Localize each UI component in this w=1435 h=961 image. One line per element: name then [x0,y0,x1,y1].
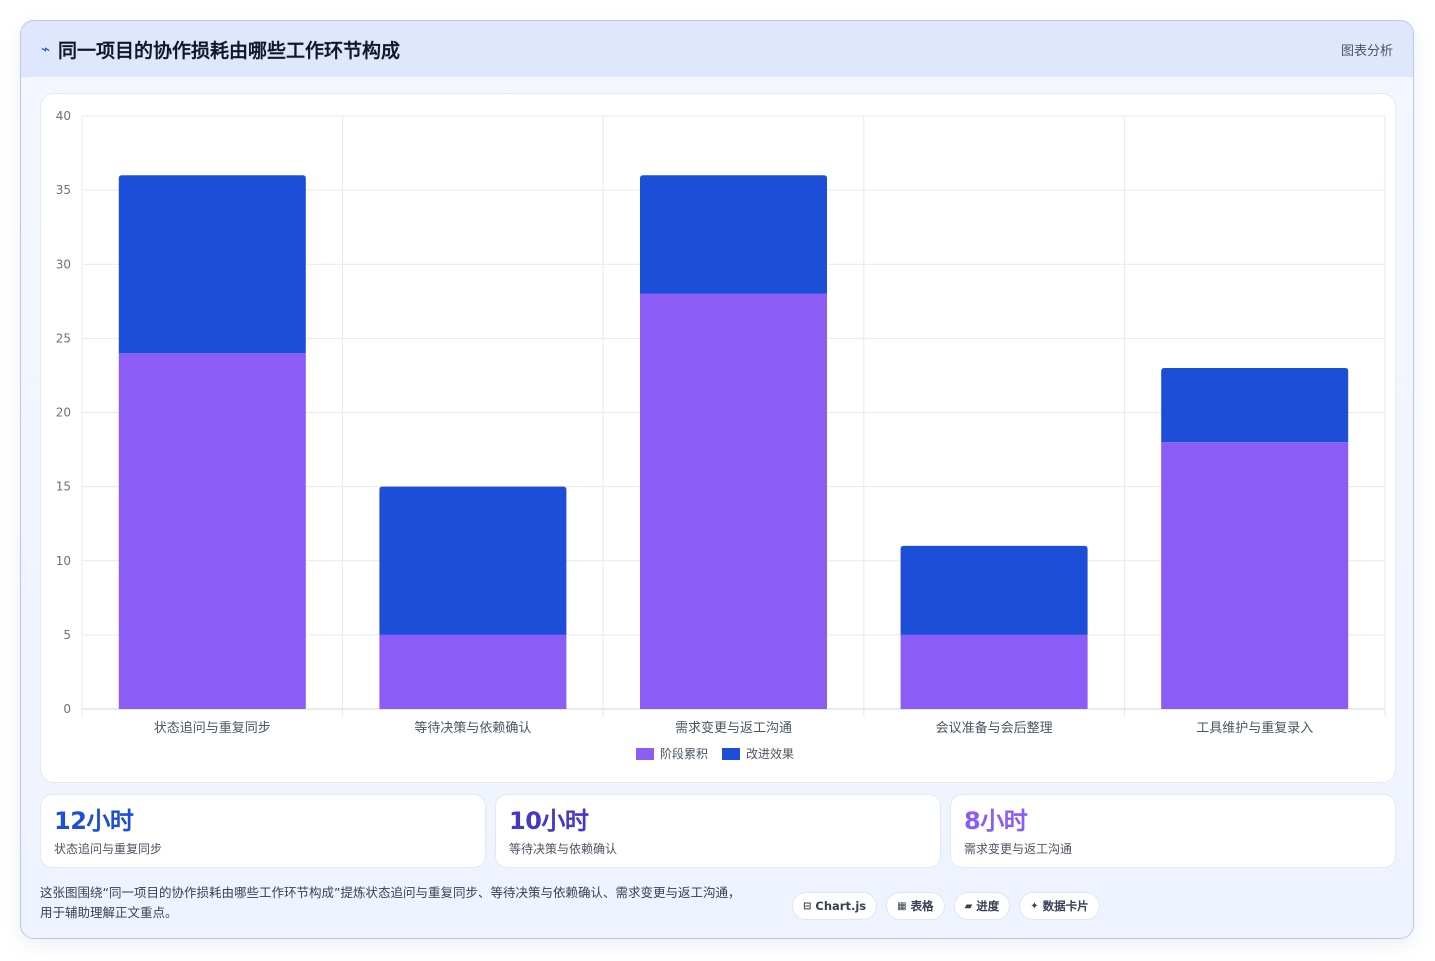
x-tick-label: 工具维护与重复录入 [1196,720,1313,736]
stat-value: 12小时 [54,807,134,835]
y-tick-label: 40 [56,109,71,123]
y-tick-label: 10 [56,554,71,568]
bar-segment [379,634,567,709]
stat-card: 10小时 等待决策与依赖确认 [495,794,941,868]
y-tick-label: 35 [56,183,71,197]
y-tick-label: 25 [56,331,71,345]
y-tick-label: 5 [63,628,71,642]
badge-chartjs[interactable]: ⊟ Chart.js [792,892,878,920]
badge-data-card[interactable]: ✦ 数据卡片 [1019,892,1100,920]
legend-swatch [722,748,740,760]
stat-label: 需求变更与返工沟通 [964,842,1073,856]
x-tick-label: 需求变更与返工沟通 [675,720,792,736]
badge-table[interactable]: ▦ 表格 [886,892,945,920]
stat-label: 状态追问与重复同步 [54,842,163,856]
footer: 这张图围绕“同一项目的协作损耗由哪些工作环节构成”提炼状态追问与重复同步、等待决… [40,881,1396,925]
sparkle-icon: ✦ [1030,900,1039,912]
y-tick-label: 15 [56,480,71,494]
legend-label: 改进效果 [746,746,794,761]
card-header: ⌁ 同一项目的协作损耗由哪些工作环节构成 图表分析 [21,21,1413,77]
bar-segment [640,175,827,294]
stat-card: 12小时 状态追问与重复同步 [40,794,486,868]
x-tick-label: 会议准备与会后整理 [936,720,1053,736]
badge-label: 表格 [910,899,934,913]
tag-badges: ⊟ Chart.js ▦ 表格 ▰ 进度 ✦ 数据卡片 [792,892,1100,920]
page-title: 同一项目的协作损耗由哪些工作环节构成 [58,39,401,62]
badge-label: 进度 [976,899,1000,913]
chart-description: 这张图围绕“同一项目的协作损耗由哪些工作环节构成”提炼状态追问与重复同步、等待决… [40,883,780,923]
stacked-bar-chart: 0 5 10 15 20 25 30 35 40 状态追问与重复同步 等待决策与依赖确认 需求变更与返… [56,109,1386,761]
badge-label: Chart.js [815,899,867,913]
bar-segment [118,175,306,354]
chart-card: ⌁ 同一项目的协作损耗由哪些工作环节构成 图表分析 0 5 10 15 20 25 30 35… [20,20,1414,939]
bar-segment [900,545,1088,635]
chart-panel: 0 5 10 15 20 25 30 35 40 状态追问与重复同步 等待决策与依赖确认 需求变更与返… [40,93,1396,783]
table-icon: ▦ [897,900,907,912]
stat-value: 8小时 [964,807,1028,835]
badge-label: 数据卡片 [1042,899,1089,913]
bar-segment [640,293,827,709]
legend-label: 阶段累积 [660,746,708,761]
badge-progress[interactable]: ▰ 进度 [953,892,1011,920]
x-tick-label: 状态追问与重复同步 [154,720,271,736]
x-tick-label: 等待决策与依赖确认 [414,720,531,736]
stat-label: 等待决策与依赖确认 [509,842,618,856]
bar-segment [900,634,1088,709]
y-tick-label: 20 [56,406,71,420]
bar-segment [1161,442,1349,709]
header-tag: 图表分析 [1340,43,1393,59]
description-line: 这张图围绕“同一项目的协作损耗由哪些工作环节构成”提炼状态追问与重复同步、等待决… [40,885,741,900]
progress-icon: ▰ [964,900,973,912]
trend-icon: ⌁ [41,40,51,58]
bar-segment [1161,368,1349,443]
bar-segment [379,486,567,635]
y-tick-label: 0 [63,702,71,716]
stat-cards: 12小时 状态追问与重复同步 10小时 等待决策与依赖确认 8小时 需求变更与返… [40,794,1396,868]
legend-swatch [636,748,654,760]
description-line: 用于辅助理解正文重点。 [40,905,178,920]
bar-segment [118,353,306,709]
chart-icon: ⊟ [803,900,812,912]
stat-card: 8小时 需求变更与返工沟通 [950,794,1396,868]
stat-value: 10小时 [509,807,589,835]
y-tick-label: 30 [56,257,71,271]
